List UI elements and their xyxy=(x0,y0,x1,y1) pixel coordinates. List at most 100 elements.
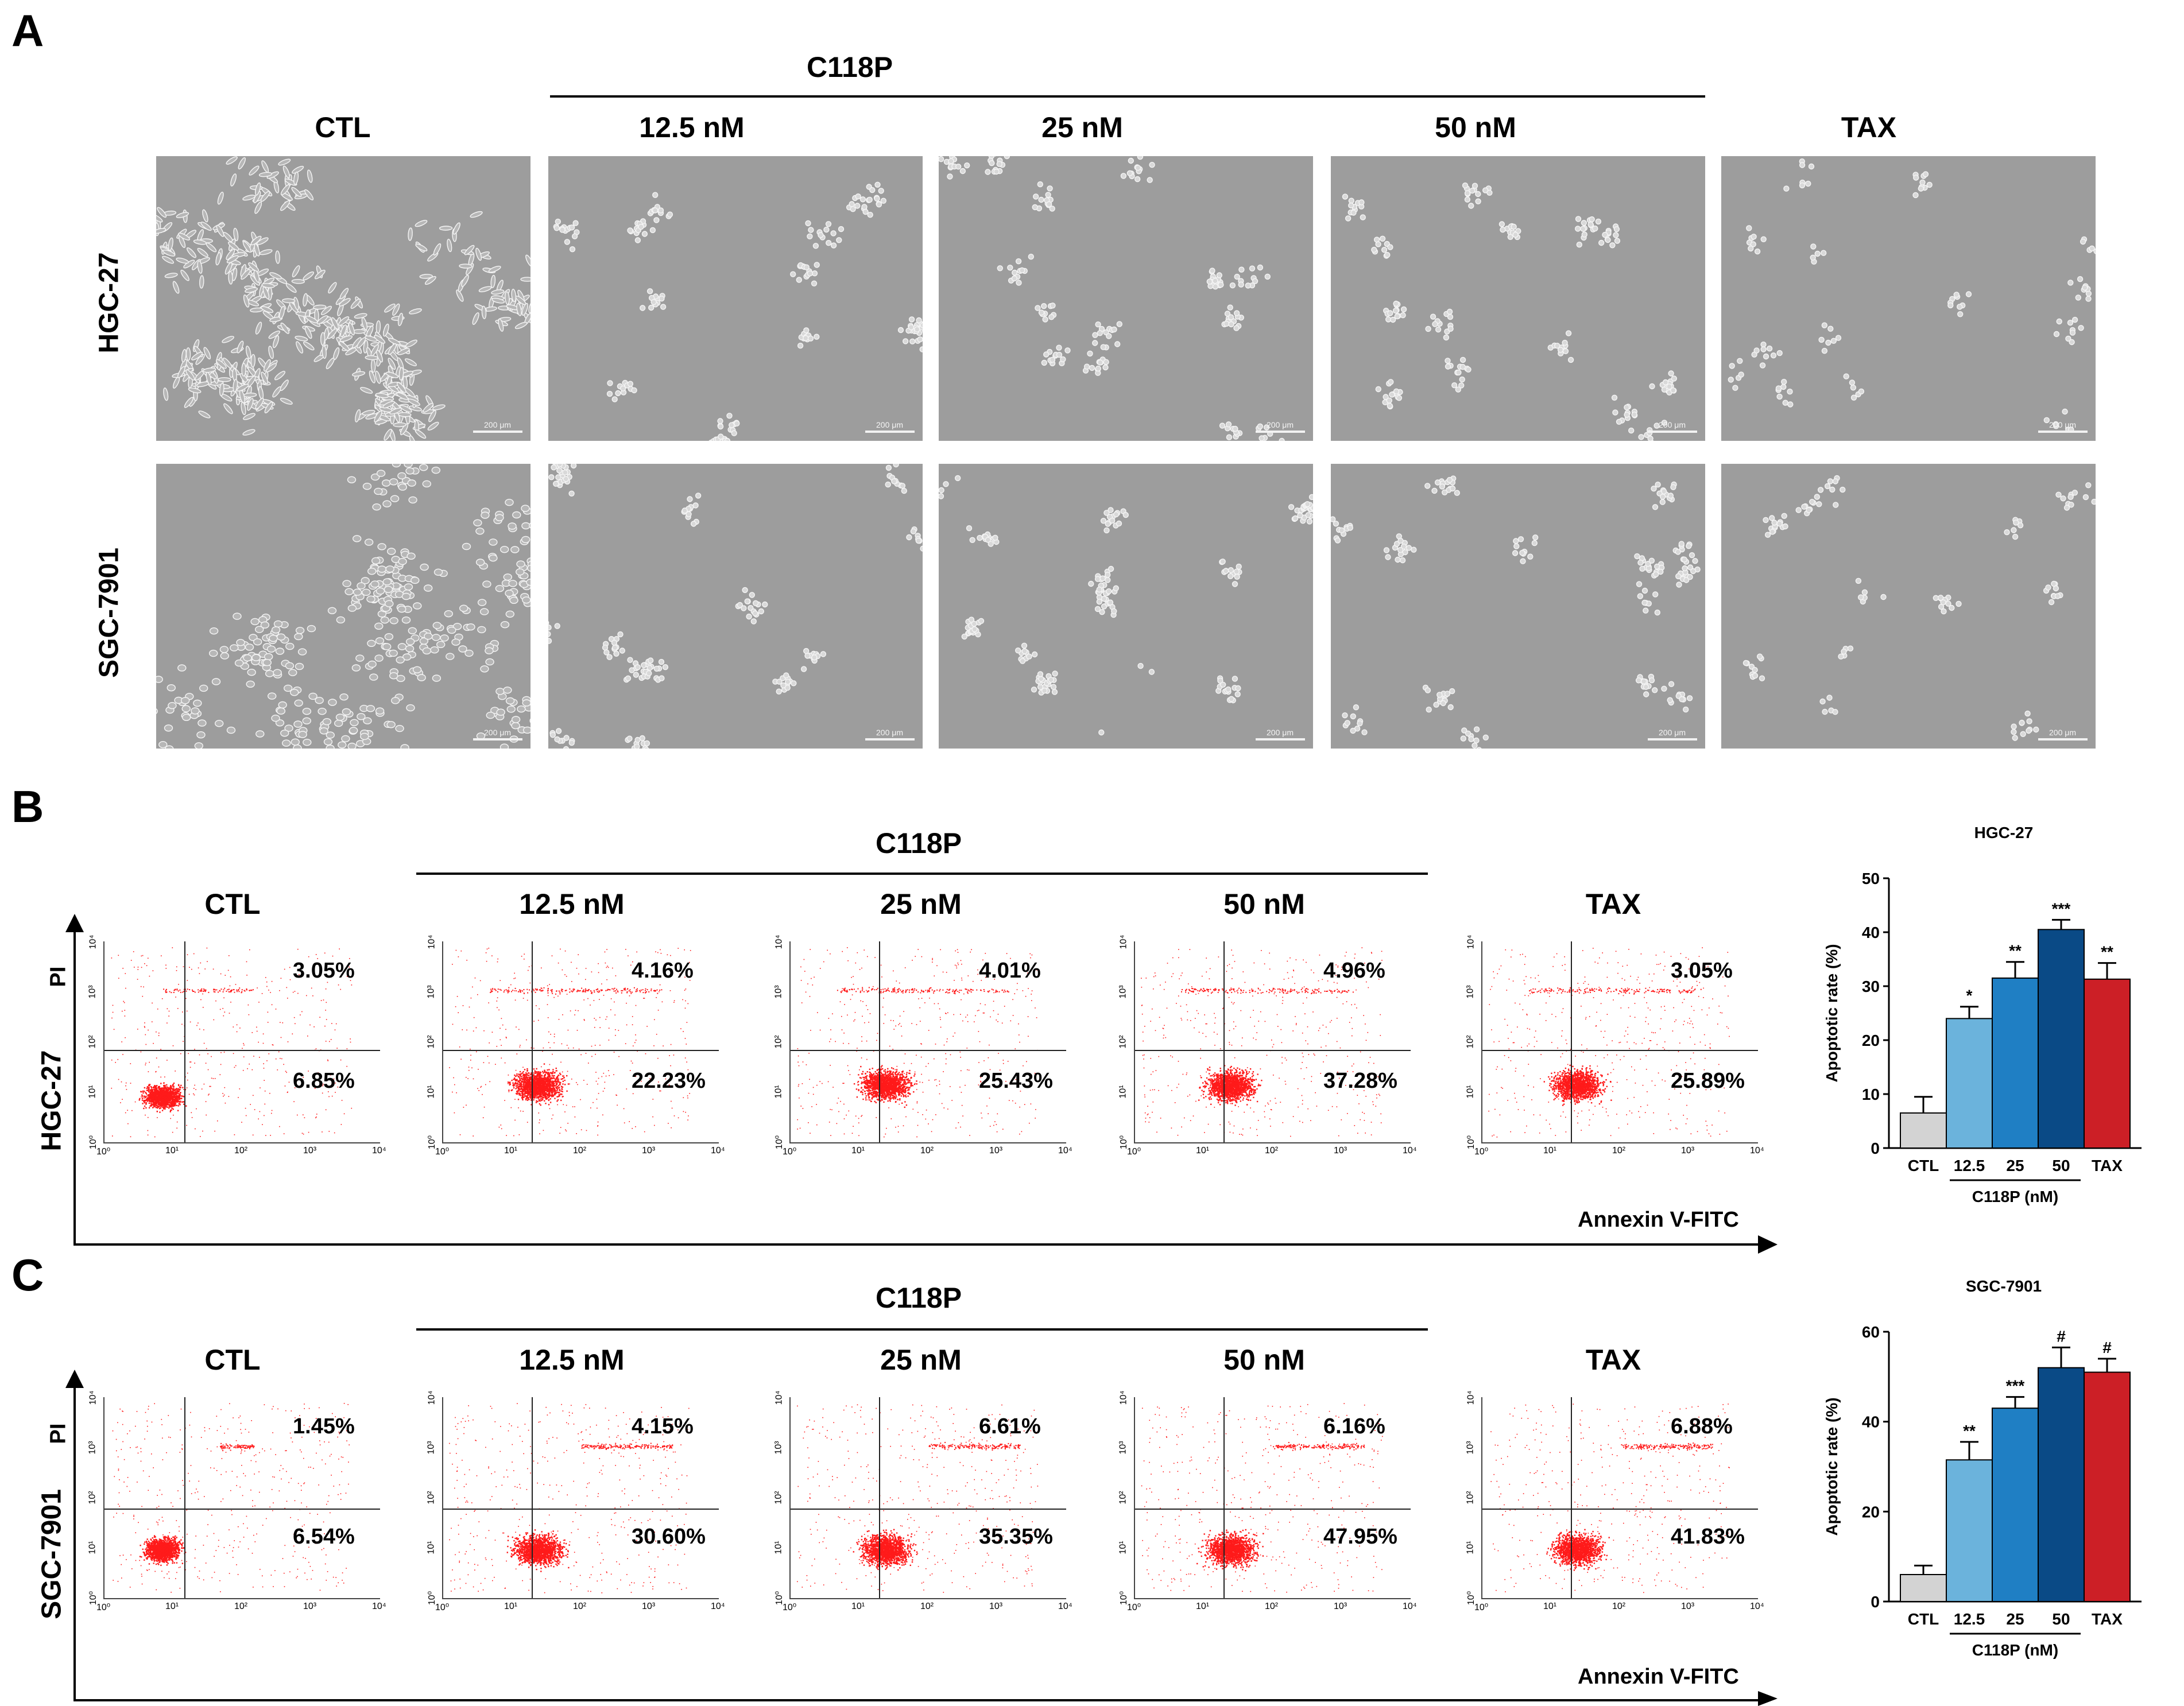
flow-plot-C-tax xyxy=(1481,1397,1758,1599)
y-tick-label: 10 xyxy=(1862,1085,1880,1103)
scale-bar-label: 200 μm xyxy=(484,728,511,737)
x-tick-label: 10⁰ xyxy=(1127,1146,1141,1157)
y-tick-label: 10¹ xyxy=(774,1541,784,1554)
y-tick-label: 10² xyxy=(1466,1491,1476,1504)
y-tick-label: 10² xyxy=(1118,1035,1129,1048)
x-tick-label: 10¹ xyxy=(504,1146,517,1156)
panel-a-col-12-5: 12.5 nM xyxy=(508,111,876,144)
panel-letter-a: A xyxy=(11,5,44,57)
scale-bar xyxy=(865,738,915,740)
panel-a-group-label: C118P xyxy=(746,51,953,84)
panel-b-y-axis-title: PI xyxy=(46,967,71,987)
y-tick-label: 40 xyxy=(1862,1413,1880,1431)
x-tick-label: 10² xyxy=(1265,1146,1278,1156)
micrograph-sgc7901-50: 200 μm xyxy=(1331,464,1705,749)
scale-bar xyxy=(1256,431,1305,433)
x-tick-label: 10⁰ xyxy=(1474,1146,1488,1157)
x-tick-label: 10¹ xyxy=(165,1602,179,1612)
y-tick-label: 10² xyxy=(1466,1035,1476,1048)
lower-right-percentage: 35.35% xyxy=(979,1525,1053,1549)
lower-right-percentage: 41.83% xyxy=(1671,1525,1745,1549)
y-tick-label: 10² xyxy=(88,1491,98,1504)
micrograph-hgc27-50: 200 μm xyxy=(1331,156,1705,441)
y-tick-label: 10⁴ xyxy=(1466,935,1476,949)
y-tick-label: 10³ xyxy=(88,1441,98,1454)
y-tick-label: 20 xyxy=(1862,1503,1880,1521)
bar-50 xyxy=(2038,1367,2085,1603)
bar-25 xyxy=(1992,1408,2039,1603)
scale-bar xyxy=(473,431,522,433)
micrograph-hgc27-tax: 200 μm xyxy=(1721,156,2096,441)
x-tick-label: 10² xyxy=(573,1602,586,1612)
bar-CTL xyxy=(1900,1112,1947,1149)
x-tick-label: 10¹ xyxy=(504,1602,517,1612)
x-tick-label: TAX xyxy=(2092,1157,2123,1174)
significance-mark: ** xyxy=(2009,942,2022,960)
x-tick-label: 10⁴ xyxy=(711,1602,725,1612)
x-tick-label: 10³ xyxy=(642,1146,655,1156)
x-tick-label: 50 xyxy=(2052,1610,2070,1628)
x-tick-label: 10⁴ xyxy=(1403,1602,1417,1612)
x-tick-label: 10⁴ xyxy=(1058,1146,1072,1156)
y-tick-label: 10¹ xyxy=(1466,1085,1476,1098)
y-tick-label: 0 xyxy=(1871,1139,1880,1157)
y-tick-label: 10¹ xyxy=(1118,1085,1129,1098)
x-tick-label: 10² xyxy=(920,1602,934,1612)
bar-CTL xyxy=(1900,1574,1947,1602)
lower-right-percentage: 25.43% xyxy=(979,1069,1053,1094)
lower-right-percentage: 47.95% xyxy=(1323,1525,1397,1549)
flow-plot-C-ctl xyxy=(103,1397,380,1599)
y-tick-label: 10⁰ xyxy=(1465,1135,1477,1149)
x-tick-label: 10⁰ xyxy=(1474,1602,1488,1613)
y-tick-label: 10³ xyxy=(427,1441,437,1454)
y-tick-label: 10⁰ xyxy=(1465,1591,1477,1605)
x-tick-label: 10⁰ xyxy=(783,1146,796,1157)
scale-bar xyxy=(2038,431,2088,433)
y-tick-label: 10¹ xyxy=(88,1541,98,1554)
y-tick-label: 10⁴ xyxy=(88,1391,98,1405)
panel-b-x-arrow-icon xyxy=(1758,1235,1778,1254)
panel-a-col-50: 50 nM xyxy=(1292,111,1659,144)
panel-a-col-tax: TAX xyxy=(1685,111,2053,144)
y-tick-label: 10¹ xyxy=(774,1085,784,1098)
flow-plot-C-12-5 xyxy=(442,1397,719,1599)
micrograph-sgc7901-ctl: 200 μm xyxy=(156,464,530,749)
x-tick-label: 10² xyxy=(1612,1146,1625,1156)
upper-right-percentage: 4.16% xyxy=(632,959,694,983)
x-tick-label: 10⁴ xyxy=(372,1146,386,1156)
micrograph-sgc7901-12-5: 200 μm xyxy=(548,464,923,749)
panel-c-y-axis-line xyxy=(73,1380,76,1701)
flow-plot-C-50 xyxy=(1134,1397,1411,1599)
x-tick-label: 12.5 xyxy=(1954,1157,1985,1174)
panel-c-group-line xyxy=(416,1328,1428,1331)
panel-b-col-ctl: CTL xyxy=(49,887,416,921)
x-tick-label: 12.5 xyxy=(1954,1610,1985,1628)
group-label: C118P (nM) xyxy=(1972,1641,2058,1659)
scale-bar-label: 200 μm xyxy=(2049,420,2076,429)
y-tick-label: 10¹ xyxy=(1466,1541,1476,1554)
x-tick-label: 10¹ xyxy=(1543,1602,1556,1612)
significance-mark: # xyxy=(2102,1339,2112,1356)
y-tick-label: 10⁴ xyxy=(1118,1391,1129,1405)
panel-a-row-hgc27: HGC-27 xyxy=(94,183,125,424)
y-tick-label: 10⁰ xyxy=(87,1591,99,1605)
panel-b-col-25: 25 nM xyxy=(737,887,1105,921)
x-tick-label: 10³ xyxy=(1334,1146,1347,1156)
panel-b-y-axis-line xyxy=(73,924,76,1246)
lower-right-percentage: 6.85% xyxy=(293,1069,355,1094)
bar-12.5 xyxy=(1946,1459,1993,1602)
micrograph-hgc27-ctl: 200 μm xyxy=(156,156,530,441)
lower-right-percentage: 6.54% xyxy=(293,1525,355,1549)
y-tick-label: 10¹ xyxy=(1118,1541,1129,1554)
flow-plot-B-50 xyxy=(1134,941,1411,1143)
panel-c-col-25: 25 nM xyxy=(737,1343,1105,1377)
x-tick-label: 10³ xyxy=(1681,1146,1694,1156)
scale-bar-label: 200 μm xyxy=(1267,420,1294,429)
x-tick-label: CTL xyxy=(1908,1157,1939,1174)
bar-chart-title: SGC-7901 xyxy=(1966,1277,2042,1295)
x-tick-label: 10⁴ xyxy=(711,1146,725,1156)
panel-c-col-50: 50 nM xyxy=(1081,1343,1448,1377)
scale-bar xyxy=(473,738,522,740)
micrograph-hgc27-12-5: 200 μm xyxy=(548,156,923,441)
panel-c-x-axis-title: Annexin V-FITC xyxy=(1578,1665,1739,1689)
